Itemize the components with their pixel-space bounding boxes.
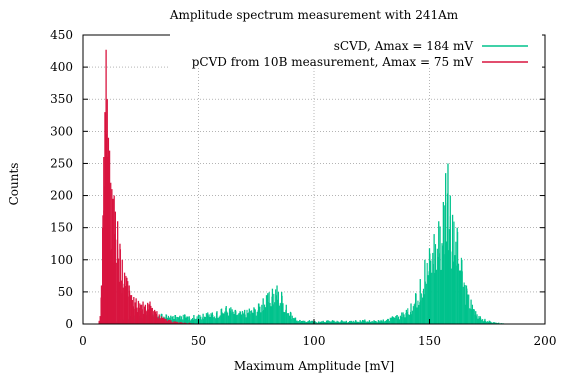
y-axis-ticks: 0 50 100 150 200 250 300 350 400 450 bbox=[50, 28, 545, 331]
legend-label-pcvd: pCVD from 10B measurement, Amax = 75 mV bbox=[192, 55, 474, 69]
y-tick-label: 350 bbox=[50, 92, 73, 106]
y-axis-label: Counts bbox=[7, 163, 21, 206]
x-tick-label: 100 bbox=[303, 334, 326, 348]
y-tick-label: 250 bbox=[50, 156, 73, 170]
x-tick-label: 0 bbox=[79, 334, 87, 348]
x-tick-label: 50 bbox=[191, 334, 206, 348]
series-scvd-histogram bbox=[99, 163, 509, 324]
y-tick-label: 150 bbox=[50, 221, 73, 235]
y-tick-label: 450 bbox=[50, 28, 73, 42]
series-pcvd-histogram bbox=[98, 49, 199, 324]
x-tick-label: 150 bbox=[418, 334, 441, 348]
y-tick-label: 0 bbox=[65, 317, 73, 331]
x-tick-label: 200 bbox=[534, 334, 557, 348]
legend-label-scvd: sCVD, Amax = 184 mV bbox=[334, 39, 474, 53]
y-tick-label: 100 bbox=[50, 253, 73, 267]
y-tick-label: 200 bbox=[50, 189, 73, 203]
y-tick-label: 400 bbox=[50, 60, 73, 74]
y-tick-label: 50 bbox=[58, 285, 73, 299]
chart-title: Amplitude spectrum measurement with 241A… bbox=[169, 8, 459, 22]
x-axis-label: Maximum Amplitude [mV] bbox=[234, 359, 394, 373]
legend-background bbox=[170, 30, 542, 68]
y-tick-label: 300 bbox=[50, 124, 73, 138]
legend: sCVD, Amax = 184 mV pCVD from 10B measur… bbox=[170, 30, 542, 69]
